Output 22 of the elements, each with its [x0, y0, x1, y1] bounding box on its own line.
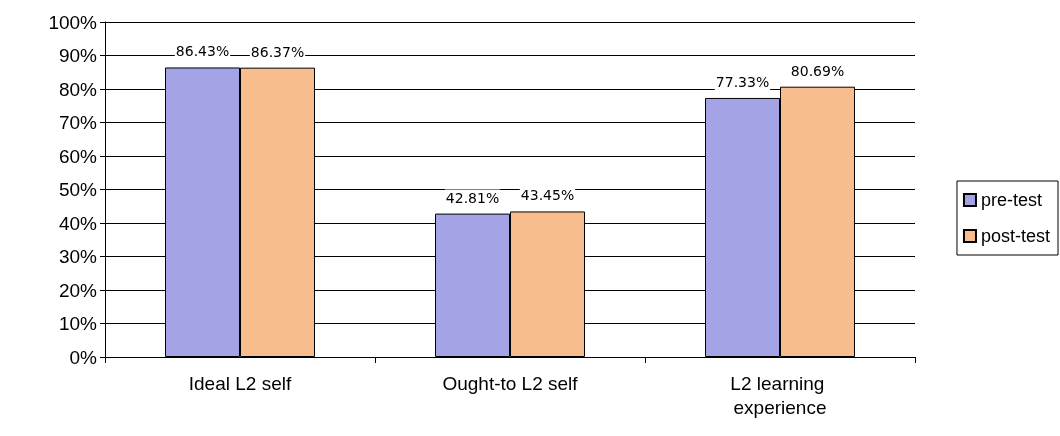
data-label: 43.45% [520, 187, 575, 204]
y-tick-label: 70% [58, 112, 98, 133]
y-tick-label: 10% [58, 313, 98, 334]
x-tick-label: Ideal L2 self [188, 372, 292, 394]
data-label: 42.81% [445, 189, 500, 206]
y-tick-label: 40% [58, 212, 98, 234]
legend-label: post-test [980, 226, 1050, 246]
y-tick-label: 80% [58, 78, 98, 100]
legend-label: pre-test [980, 190, 1042, 210]
data-label: 86.43% [175, 43, 230, 60]
y-tick-label: 90% [58, 45, 98, 66]
y-tick-label: 20% [58, 279, 98, 301]
y-tick-label: 0% [69, 346, 98, 368]
y-tick-label: 60% [58, 145, 98, 167]
x-tick-label: L2 learning experience [730, 372, 830, 418]
data-label: 77.33% [715, 73, 770, 90]
y-tick-label: 50% [58, 179, 98, 200]
y-tick-label: 30% [58, 246, 98, 267]
data-label: 80.69% [790, 62, 845, 79]
y-tick-label: 100% [48, 11, 98, 33]
x-tick-label: Ought-to L2 self [442, 372, 579, 394]
data-label: 86.37% [250, 43, 305, 60]
